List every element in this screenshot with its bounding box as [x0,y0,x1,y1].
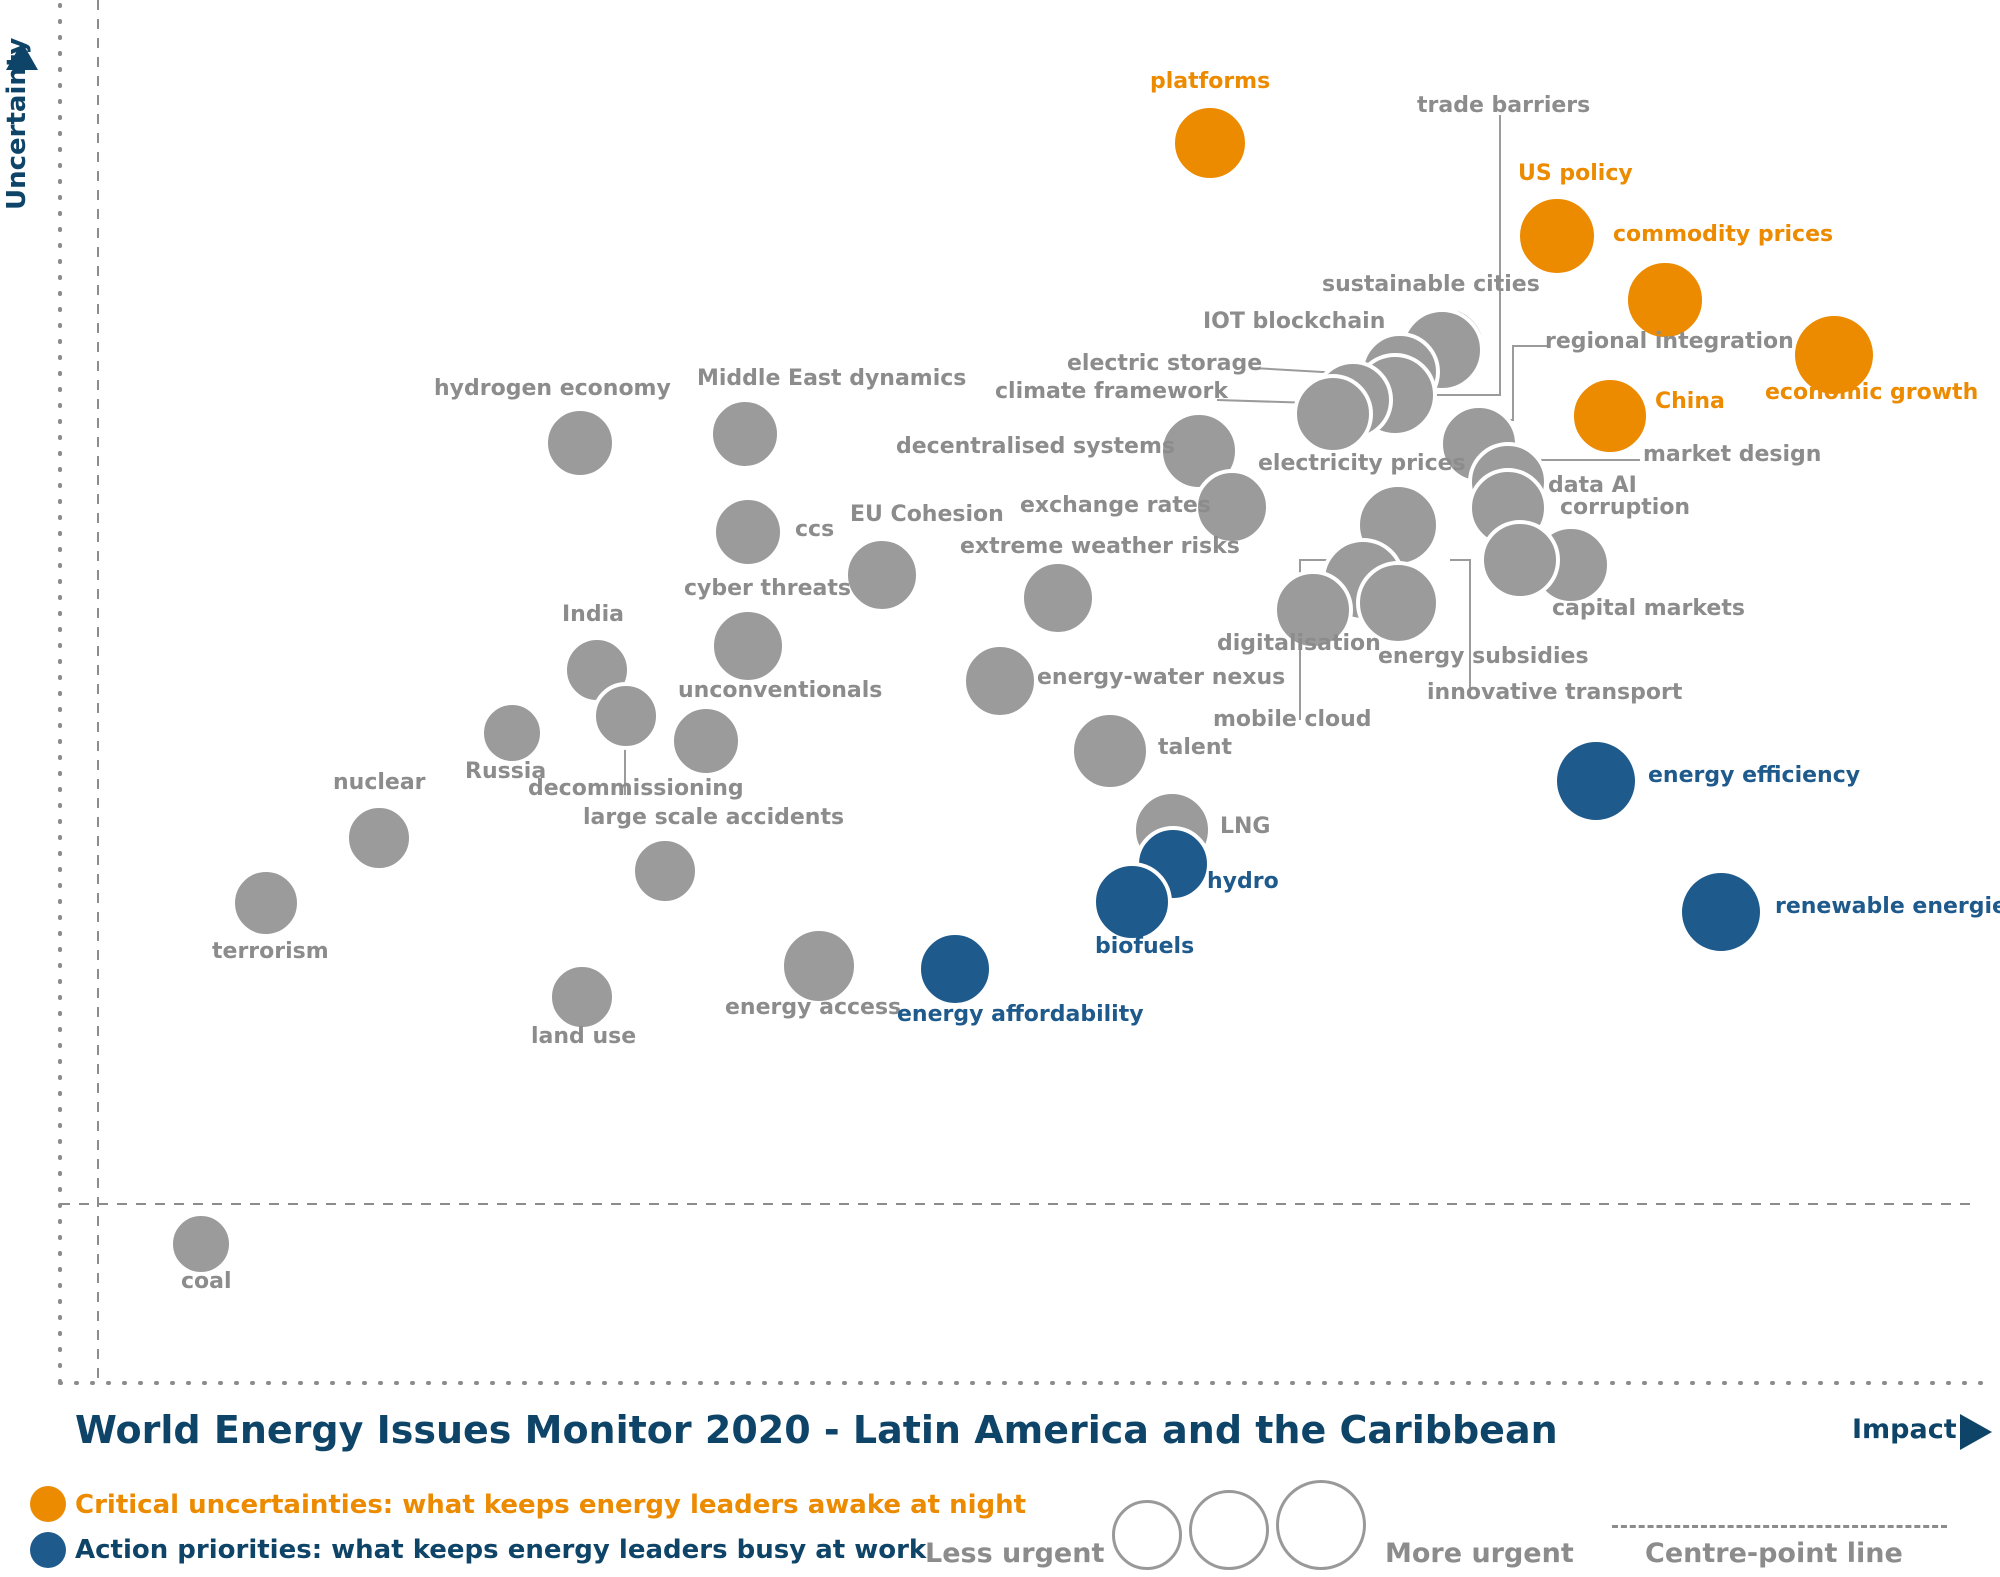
label-regional-integration: regional integration [1545,329,1794,354]
label-climate-framework: climate framework [995,379,1229,404]
bubble-energy-access [780,927,858,1005]
label-eu-cohesion: EU Cohesion [850,502,1004,527]
bubble-unconventionals [670,705,742,777]
label-data-ai: data AI [1548,473,1637,498]
legend-critical-dot [30,1486,66,1522]
legend-critical-text: Critical uncertainties: what keeps energ… [75,1490,1027,1520]
label-energy-affordability: energy affordability [897,1002,1144,1027]
label-large-scale-accidents: large scale accidents [583,805,844,830]
label-exchange-rates: exchange rates [1020,493,1211,518]
label-cyber-threats: cyber threats [684,576,851,601]
bubble-middle-east-dynamics [709,398,781,470]
legend-size-medium [1189,1490,1269,1570]
labels-layer: trade barriers sustainable cities IOT bloc… [181,69,2000,1294]
label-energy-efficiency: energy efficiency [1648,763,1860,788]
label-electric-storage: electric storage [1067,351,1262,376]
bubble-exchange-rates [1194,469,1270,545]
legend-action-dot [30,1532,66,1568]
label-ccs: ccs [795,517,834,542]
label-mobile-cloud: mobile cloud [1213,707,1372,732]
label-nuclear: nuclear [333,770,426,795]
legend-size-small [1112,1500,1182,1570]
label-digitalisation: digitalisation [1217,631,1381,656]
legend-action-text: Action priorities: what keeps energy lea… [75,1535,927,1565]
label-trade-barriers: trade barriers [1417,93,1590,118]
y-axis-label: Uncertainty [2,37,32,210]
label-iot-blockchain: IOT blockchain [1203,309,1385,334]
label-platforms: platforms [1150,69,1270,94]
bubble-commodity-prices [1624,259,1706,341]
label-terrorism: terrorism [212,939,329,964]
bubble-climate-framework [1293,374,1373,454]
bubbles-layer [169,104,1877,1276]
bubble-energy-affordability [917,931,993,1007]
bubble-land-use [548,963,616,1031]
label-extreme-weather-risks: extreme weather risks [960,534,1240,559]
x-axis-label: Impact [1852,1414,1957,1445]
bubble-terrorism [231,868,301,938]
bubble-extreme-weather-risks [1020,560,1096,636]
label-hydro: hydro [1207,869,1279,894]
bubble-hydrogen-economy [544,407,616,479]
label-corruption: corruption [1560,495,1690,520]
label-decommissioning: decommissioning [528,776,744,801]
bubble-energy-subsidies [1356,561,1440,645]
legend-centre-line-text: Centre-point line [1645,1538,1903,1569]
bubble-energy-water-nexus [962,643,1038,719]
x-axis-arrow-icon [1960,1414,1992,1450]
label-biofuels: biofuels [1095,934,1194,959]
y-axis-arrow-icon [6,42,38,70]
chart-title: World Energy Issues Monitor 2020 - Latin… [75,1408,1558,1452]
label-innovative-transport: innovative transport [1427,680,1683,705]
label-hydrogen-economy: hydrogen economy [434,376,671,401]
label-talent: talent [1158,735,1232,760]
label-renewable-energies: renewable energies [1775,894,2000,919]
label-energy-subsidies: energy subsidies [1378,644,1589,669]
label-electricity-prices: electricity prices [1258,451,1466,476]
bubble-ccs [712,496,784,568]
label-energy-water-nexus: energy-water nexus [1037,665,1285,690]
label-commodity-prices: commodity prices [1613,222,1833,247]
label-lng: LNG [1220,814,1271,839]
bubble-large-scale-accidents [631,837,699,905]
legend-more-urgent: More urgent [1385,1538,1574,1569]
label-india: India [562,602,624,627]
bubble-eu-cohesion [844,537,920,613]
bubble-biofuels [1092,862,1172,942]
bubble-platforms [1171,104,1249,182]
leader-mobile-cloud [1299,559,1330,720]
bubble-renewable-energies [1678,869,1764,955]
label-unconventionals: unconventionals [678,678,882,703]
bubble-energy-efficiency [1553,738,1639,824]
legend-size-large [1276,1480,1366,1570]
label-us-policy: US policy [1518,161,1633,186]
bubble-nuclear [345,804,413,872]
bubble-us-policy [1516,195,1598,277]
label-sustainable-cities: sustainable cities [1322,272,1540,297]
label-capital-markets: capital markets [1552,596,1745,621]
bubble-innovative-transport [1480,520,1560,600]
bubble-talent [1070,711,1150,791]
bubble-mobile-cloud [1273,570,1353,650]
legend-centre-line [1612,1525,1947,1528]
label-coal: coal [181,1269,232,1294]
bubble-china [1570,376,1650,456]
leader-innovative-transport [1450,559,1471,690]
bubble-coal [169,1212,233,1276]
legend-less-urgent: Less urgent [925,1538,1105,1569]
label-market-design: market design [1643,442,1821,467]
bubble-russia [480,701,544,765]
label-economic-growth: economic growth [1765,380,1978,405]
label-decentralised-systems: decentralised systems [896,434,1175,459]
label-energy-access: energy access [725,995,901,1020]
label-middle-east-dynamics: Middle East dynamics [697,366,966,391]
bubble-decommissioning [592,682,660,750]
bubble-economic-growth [1791,312,1877,398]
label-land-use: land use [531,1024,636,1049]
label-china: China [1655,389,1725,414]
bubble-cyber-threats [710,608,786,684]
label-russia: Russia [465,759,546,784]
